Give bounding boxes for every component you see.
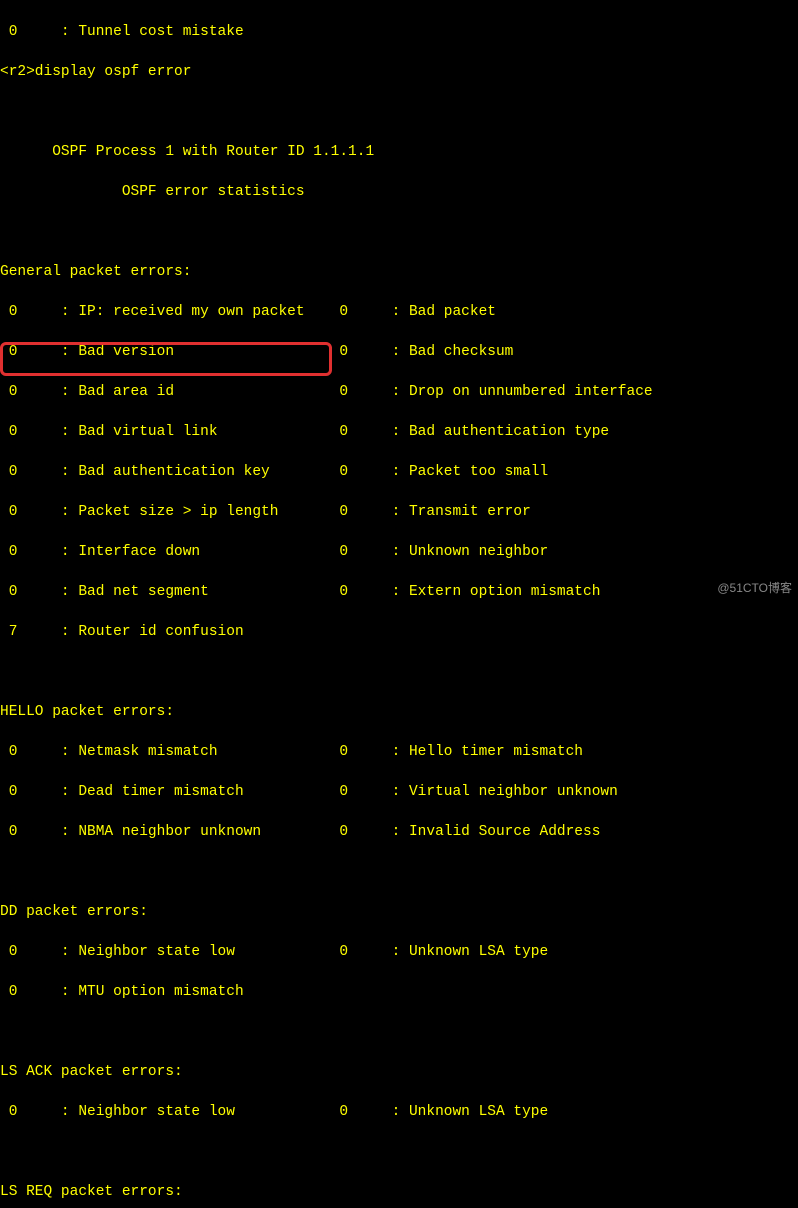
section-header-dd: DD packet errors: — [0, 902, 798, 922]
error-row: 0 : NBMA neighbor unknown 0 : Invalid So… — [0, 822, 798, 842]
error-row: 0 : MTU option mismatch — [0, 982, 798, 1002]
error-row: 0 : Bad net segment 0 : Extern option mi… — [0, 582, 798, 602]
output-line: 0 : Tunnel cost mistake — [0, 22, 798, 42]
error-row-highlighted: 7 : Router id confusion — [0, 622, 798, 642]
stats-header: OSPF error statistics — [0, 182, 798, 202]
output-line — [0, 1022, 798, 1042]
error-row: 0 : Packet size > ip length 0 : Transmit… — [0, 502, 798, 522]
section-header-lsreq: LS REQ packet errors: — [0, 1182, 798, 1202]
output-line — [0, 102, 798, 122]
error-row: 0 : Netmask mismatch 0 : Hello timer mis… — [0, 742, 798, 762]
output-line — [0, 862, 798, 882]
output-line — [0, 662, 798, 682]
process-header: OSPF Process 1 with Router ID 1.1.1.1 — [0, 142, 798, 162]
terminal-output: 0 : Tunnel cost mistake <r2>display ospf… — [0, 0, 798, 1208]
error-row: 0 : Interface down 0 : Unknown neighbor — [0, 542, 798, 562]
section-header-hello: HELLO packet errors: — [0, 702, 798, 722]
error-row: 0 : IP: received my own packet 0 : Bad p… — [0, 302, 798, 322]
section-header-general: General packet errors: — [0, 262, 798, 282]
error-row: 0 : Bad authentication key 0 : Packet to… — [0, 462, 798, 482]
error-row: 0 : Bad virtual link 0 : Bad authenticat… — [0, 422, 798, 442]
error-row: 0 : Bad version 0 : Bad checksum — [0, 342, 798, 362]
section-header-lsack: LS ACK packet errors: — [0, 1062, 798, 1082]
watermark-text: @51CTO博客 — [717, 578, 792, 598]
error-row: 0 : Neighbor state low 0 : Unknown LSA t… — [0, 1102, 798, 1122]
command-line: <r2>display ospf error — [0, 62, 798, 82]
error-row: 0 : Neighbor state low 0 : Unknown LSA t… — [0, 942, 798, 962]
output-line — [0, 1142, 798, 1162]
output-line — [0, 222, 798, 242]
error-row: 0 : Dead timer mismatch 0 : Virtual neig… — [0, 782, 798, 802]
error-row: 0 : Bad area id 0 : Drop on unnumbered i… — [0, 382, 798, 402]
